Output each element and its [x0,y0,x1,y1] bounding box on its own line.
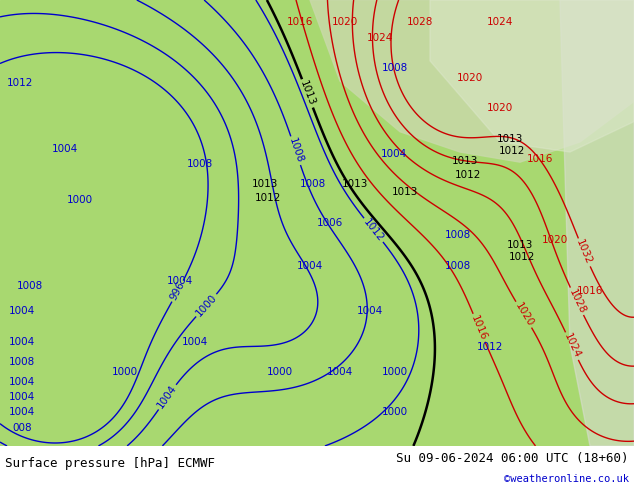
Text: 1008: 1008 [382,63,408,73]
Text: 1016: 1016 [527,154,553,164]
Polygon shape [0,0,634,446]
Text: 1013: 1013 [392,187,418,196]
Text: 1004: 1004 [9,408,35,417]
Text: 1000: 1000 [112,367,138,377]
Text: 1008: 1008 [187,159,213,169]
Text: 1012: 1012 [7,78,33,88]
Text: 1008: 1008 [445,230,471,240]
Text: 1004: 1004 [357,306,383,316]
Polygon shape [430,0,634,152]
Text: 008: 008 [12,423,32,433]
Text: 1013: 1013 [252,179,278,190]
Text: Surface pressure [hPa] ECMWF: Surface pressure [hPa] ECMWF [5,457,215,469]
Text: 1024: 1024 [367,32,393,43]
Text: 1020: 1020 [513,301,535,328]
Text: 1004: 1004 [297,261,323,270]
Text: 1004: 1004 [167,276,193,286]
Text: 1016: 1016 [287,17,313,27]
Text: 1024: 1024 [487,17,513,27]
Text: 1012: 1012 [361,217,385,244]
Text: 1004: 1004 [9,337,35,346]
Text: 1013: 1013 [497,134,523,144]
Text: 1000: 1000 [194,293,219,318]
Text: 1016: 1016 [577,286,603,296]
Text: 1004: 1004 [52,144,78,154]
Text: 1004: 1004 [327,367,353,377]
Text: 1012: 1012 [255,193,281,203]
Text: 1008: 1008 [300,179,326,190]
Text: 1004: 1004 [9,306,35,316]
Text: 1000: 1000 [267,367,293,377]
Text: 1000: 1000 [382,367,408,377]
Text: 1000: 1000 [67,195,93,205]
Text: 1028: 1028 [567,287,587,316]
Polygon shape [310,0,634,162]
Text: 1020: 1020 [457,73,483,83]
Text: ©weatheronline.co.uk: ©weatheronline.co.uk [504,474,629,484]
Text: 1020: 1020 [542,235,568,245]
Text: 1016: 1016 [469,314,489,342]
Text: 1008: 1008 [287,137,304,165]
Text: 1020: 1020 [487,103,513,114]
Text: 1008: 1008 [445,261,471,270]
Text: 1012: 1012 [477,342,503,352]
Text: 1008: 1008 [9,357,35,367]
Text: 1013: 1013 [452,156,478,166]
Text: 1032: 1032 [574,238,594,267]
Text: 1012: 1012 [499,146,525,156]
Text: 1006: 1006 [317,218,343,228]
Text: 1013: 1013 [507,240,533,250]
Text: 1024: 1024 [562,332,582,360]
Polygon shape [560,0,634,446]
Text: 1004: 1004 [9,377,35,387]
Text: 1004: 1004 [155,384,179,411]
Text: 1004: 1004 [381,149,407,159]
Text: 996: 996 [169,280,187,302]
Text: 1008: 1008 [17,281,43,291]
Text: 1004: 1004 [9,392,35,402]
Text: 1013: 1013 [298,79,317,107]
Text: 1000: 1000 [382,408,408,417]
Text: Su 09-06-2024 06:00 UTC (18+60): Su 09-06-2024 06:00 UTC (18+60) [396,452,629,465]
Text: 1012: 1012 [455,171,481,180]
Text: 1012: 1012 [509,252,535,263]
Text: 1013: 1013 [342,179,368,190]
Text: 1004: 1004 [182,337,208,346]
Text: 1028: 1028 [407,17,433,27]
Text: 1020: 1020 [332,17,358,27]
